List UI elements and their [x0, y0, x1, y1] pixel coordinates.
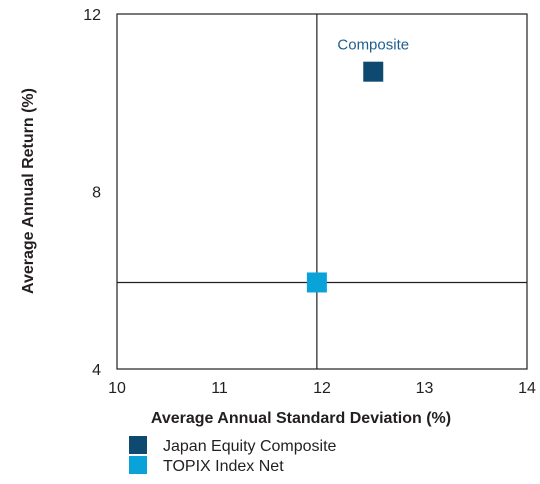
legend: Japan Equity Composite TOPIX Index Net	[129, 436, 337, 475]
plot-area-frame	[116, 13, 528, 370]
x-tick-label: 13	[416, 380, 434, 397]
x-tick-label: 14	[518, 380, 536, 397]
y-tick-label: 8	[92, 185, 101, 202]
y-tick-label: 12	[83, 7, 101, 24]
point-topix-index-net	[306, 272, 327, 293]
y-axis-tick-labels: 12 8 4	[83, 7, 101, 379]
point-label: Composite	[337, 37, 409, 54]
legend-label: TOPIX Index Net	[163, 458, 284, 475]
x-tick-label: 12	[313, 380, 331, 397]
y-axis-title: Average Annual Return (%)	[20, 88, 37, 294]
x-tick-label: 10	[108, 380, 126, 397]
legend-swatch	[129, 436, 147, 454]
legend-label: Japan Equity Composite	[163, 438, 337, 455]
x-axis-tick-labels: 10 11 12 13 14	[108, 380, 536, 397]
data-points: Composite	[306, 37, 409, 293]
point-japan-equity-composite	[363, 61, 384, 82]
legend-swatch	[129, 456, 147, 474]
x-tick-label: 11	[211, 380, 228, 397]
y-tick-label: 4	[92, 362, 101, 379]
x-axis-title: Average Annual Standard Deviation (%)	[151, 410, 451, 427]
